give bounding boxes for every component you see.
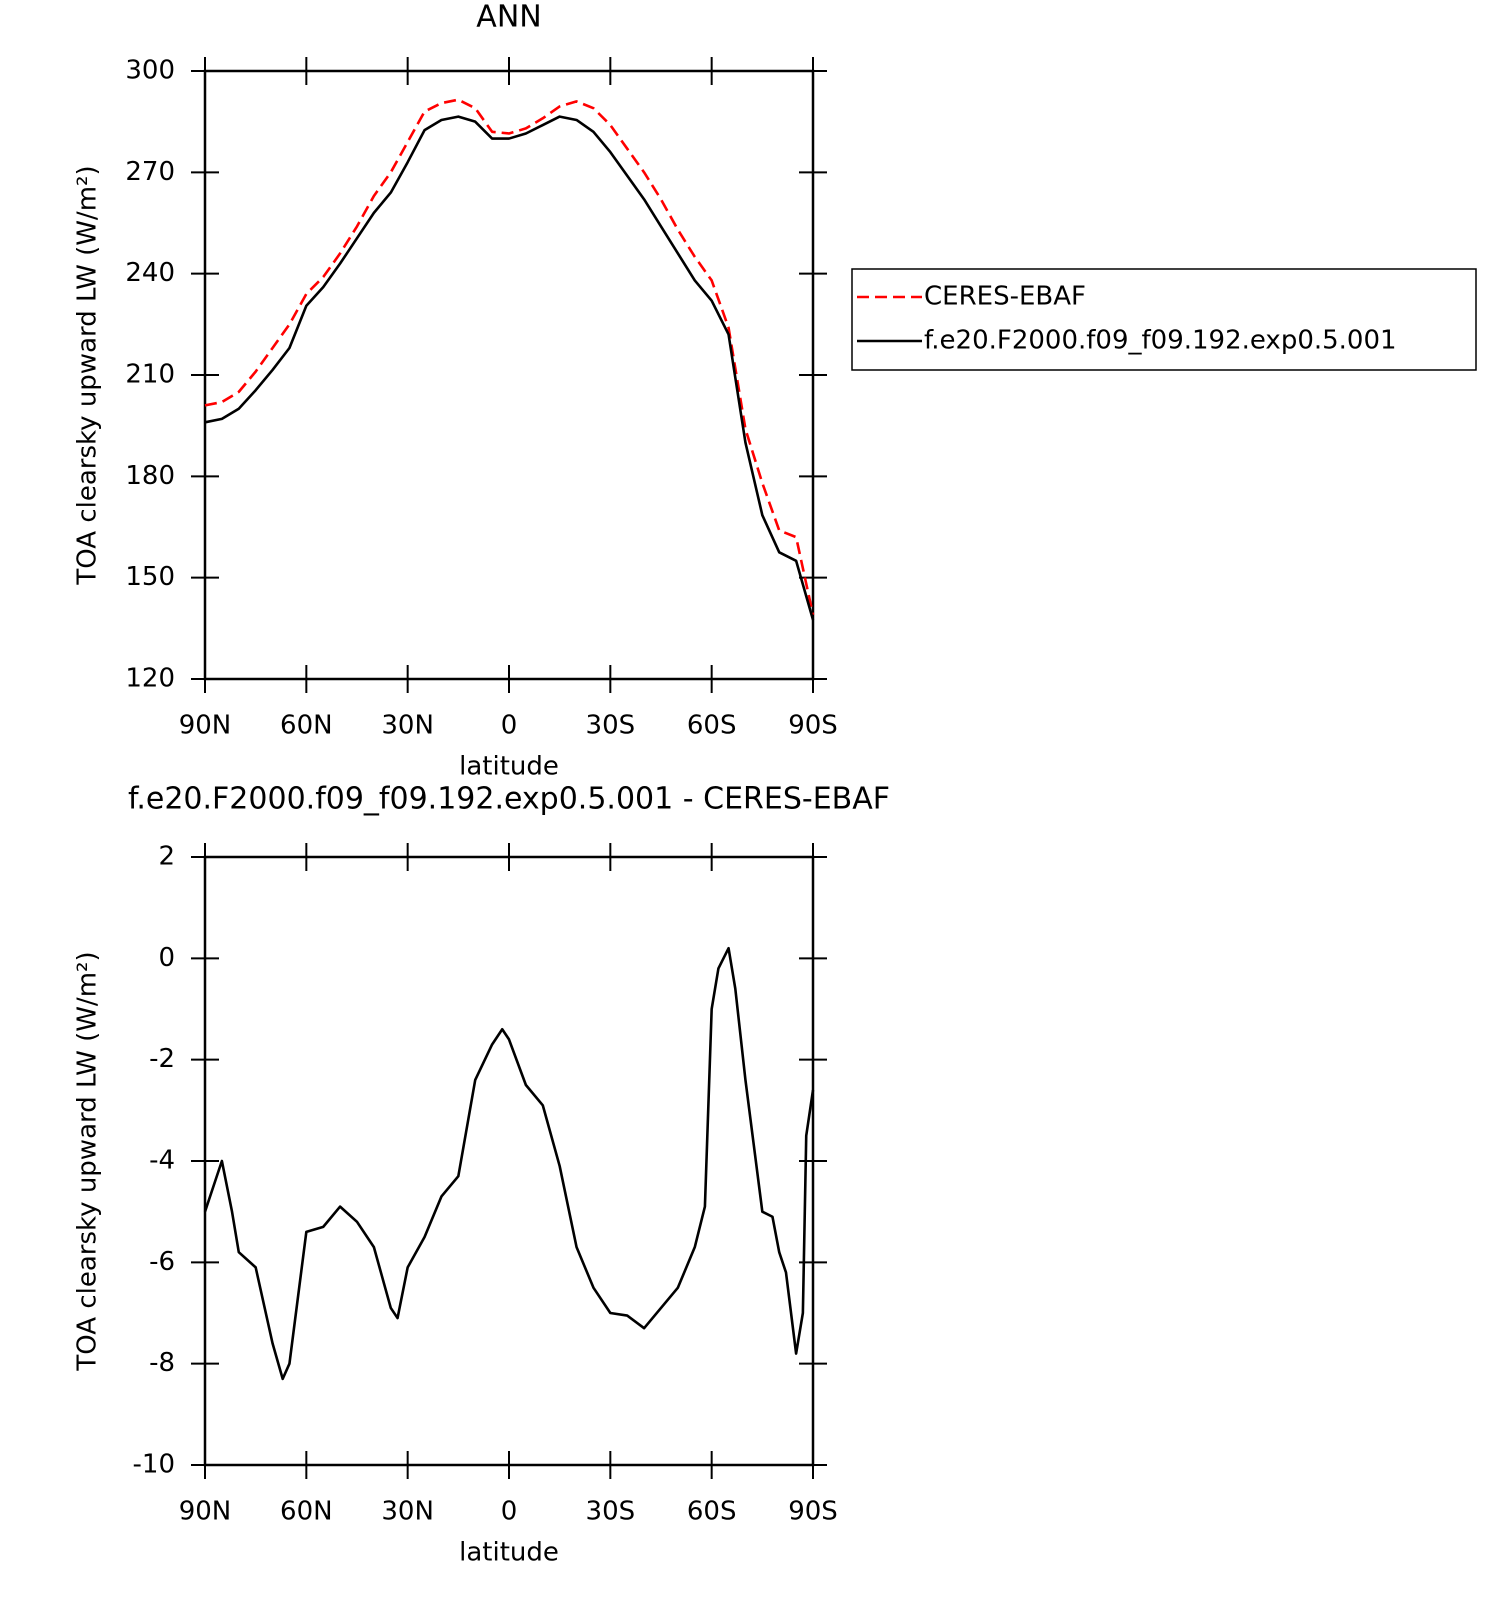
y-tick-label: 2 — [158, 842, 175, 872]
y-tick-label: 150 — [125, 562, 175, 592]
legend-label: f.e20.F2000.f09_f09.192.exp0.5.001 — [924, 326, 1397, 356]
y-tick-label: -2 — [149, 1044, 175, 1074]
y-tick-label: 0 — [158, 943, 175, 973]
x-tick-label: 90N — [179, 711, 232, 741]
x-tick-label: 0 — [501, 1497, 518, 1527]
chart-title: ANN — [476, 0, 541, 35]
chart-title: f.e20.F2000.f09_f09.192.exp0.5.001 - CER… — [128, 782, 890, 817]
x-tick-label: 90S — [788, 711, 838, 741]
x-tick-label: 0 — [501, 711, 518, 741]
y-tick-label: -10 — [133, 1450, 175, 1480]
y-axis-label: TOA clearsky upward LW (W/m²) — [73, 165, 103, 585]
y-tick-label: -6 — [149, 1247, 175, 1277]
x-tick-label: 60N — [280, 711, 333, 741]
x-tick-label: 90S — [788, 1497, 838, 1527]
x-tick-label: 30S — [586, 1497, 636, 1527]
x-tick-label: 60N — [280, 1497, 333, 1527]
y-axis-label: TOA clearsky upward LW (W/m²) — [73, 951, 103, 1371]
x-axis-label: latitude — [459, 1538, 559, 1568]
x-tick-label: 60S — [687, 711, 737, 741]
x-tick-label: 30N — [381, 1497, 434, 1527]
plot-frame — [203, 855, 815, 1467]
y-tick-label: 240 — [125, 258, 175, 288]
y-tick-label: 210 — [125, 360, 175, 390]
x-tick-label: 60S — [687, 1497, 737, 1527]
legend-box — [851, 268, 1477, 371]
y-tick-label: -8 — [149, 1348, 175, 1378]
y-tick-label: 300 — [125, 56, 175, 86]
data-line — [204, 115, 815, 621]
data-line — [204, 98, 815, 616]
x-tick-label: 30N — [381, 711, 434, 741]
plot-frame — [203, 69, 815, 681]
legend-label: CERES-EBAF — [924, 282, 1086, 312]
x-tick-label: 30S — [586, 711, 636, 741]
x-tick-label: 90N — [179, 1497, 232, 1527]
y-tick-label: 120 — [125, 664, 175, 694]
y-tick-label: 270 — [125, 157, 175, 187]
x-axis-label: latitude — [459, 752, 559, 782]
y-tick-label: -4 — [149, 1146, 175, 1176]
y-tick-label: 180 — [125, 461, 175, 491]
data-line — [203, 946, 815, 1381]
